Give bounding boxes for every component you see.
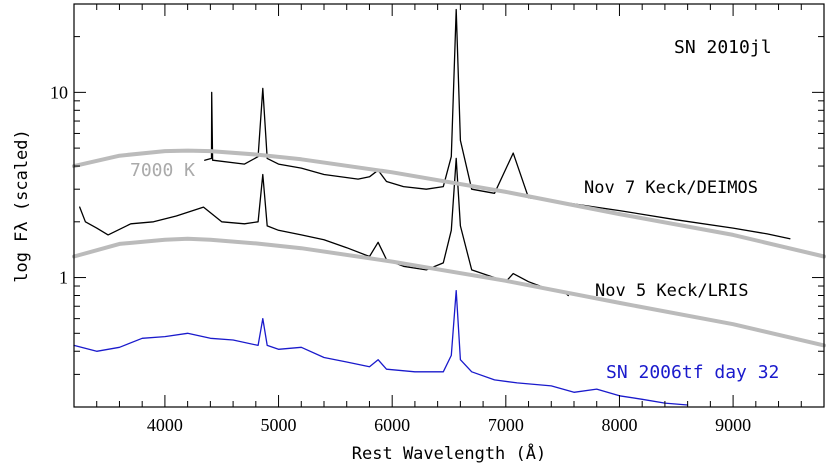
x-tick-label: 7000	[488, 415, 524, 435]
annotation-sn2006tf: SN 2006tf day 32	[606, 362, 779, 383]
annotation-7000k: 7000 K	[130, 160, 195, 181]
axis-ticks: 4000 5000 6000 7000 8000 9000 1 10	[50, 3, 825, 435]
blackbody-curve-3	[72, 148, 826, 259]
x-tick-label: 4000	[147, 415, 183, 435]
annotation-sn2010jl: SN 2010jl	[674, 37, 772, 58]
y-tick-label: 1	[59, 268, 68, 288]
x-tick-label: 6000	[374, 415, 410, 435]
x-tick-label: 9000	[715, 415, 751, 435]
annotation-nov7-deimos: Nov 7 Keck/DEIMOS	[584, 178, 758, 198]
plot-frame	[73, 3, 825, 408]
series-group	[72, 8, 826, 406]
x-tick-label: 5000	[261, 415, 297, 435]
annotation-nov5-lris: Nov 5 Keck/LRIS	[595, 281, 749, 301]
x-axis-title: Rest Wavelength (Å)	[352, 442, 546, 464]
y-tick-label: 10	[50, 82, 68, 102]
blackbody-curve-4	[72, 236, 826, 348]
x-tick-label: 8000	[601, 415, 637, 435]
y-axis-title: log Fλ (scaled)	[12, 129, 32, 283]
spectrum-line-2	[73, 289, 689, 406]
